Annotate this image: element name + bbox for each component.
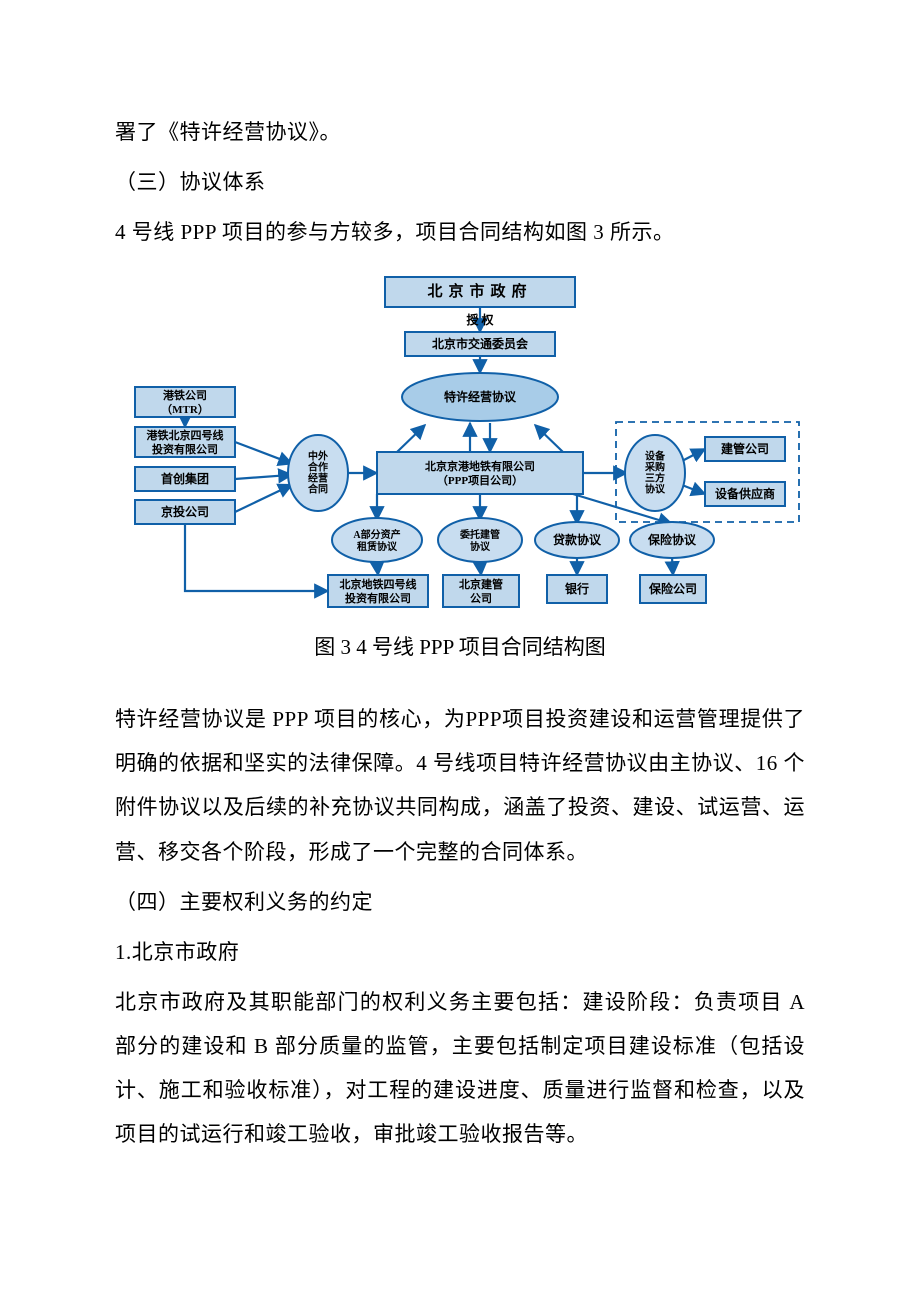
svg-text:投资有限公司: 投资有限公司 [345, 591, 411, 605]
svg-text:协议: 协议 [470, 540, 491, 553]
svg-text:银行: 银行 [565, 581, 589, 596]
section-heading: （四）主要权利义务的约定 [115, 880, 805, 924]
svg-text:（MTR）: （MTR） [161, 403, 209, 416]
figure-caption: 图 3 4 号线 PPP 项目合同结构图 [115, 631, 805, 661]
svg-text:三方: 三方 [645, 472, 665, 485]
paragraph: 北京市政府及其职能部门的权利义务主要包括：建设阶段：负责项目 A 部分的建设和 … [115, 980, 805, 1156]
svg-text:首创集团: 首创集团 [161, 471, 209, 486]
svg-text:保险协议: 保险协议 [647, 532, 697, 547]
svg-text:公司: 公司 [470, 592, 492, 605]
sub-heading: 1.北京市政府 [115, 930, 805, 974]
svg-text:租赁协议: 租赁协议 [357, 540, 398, 553]
svg-text:中外: 中外 [308, 450, 328, 463]
paragraph: 4 号线 PPP 项目的参与方较多，项目合同结构如图 3 所示。 [115, 210, 805, 254]
svg-text:合作: 合作 [307, 461, 328, 474]
paragraph: 特许经营协议是 PPP 项目的核心，为PPP项目投资建设和运营管理提供了明确的依… [115, 697, 805, 873]
svg-text:保险公司: 保险公司 [648, 581, 697, 596]
svg-text:协议: 协议 [645, 483, 666, 496]
svg-text:北京京港地铁有限公司: 北京京港地铁有限公司 [425, 459, 535, 473]
svg-text:北京市交通委员会: 北京市交通委员会 [432, 336, 529, 351]
flowchart-svg: 北京市政府授 权北京市交通委员会特许经营协议北京京港地铁有限公司（PPP项目公司… [115, 272, 805, 617]
svg-text:特许经营协议: 特许经营协议 [444, 389, 517, 404]
svg-text:港铁北京四号线: 港铁北京四号线 [147, 428, 224, 442]
svg-text:委托建管: 委托建管 [459, 528, 500, 541]
svg-text:北京地铁四号线: 北京地铁四号线 [340, 577, 417, 591]
svg-text:贷款协议: 贷款协议 [553, 532, 602, 547]
svg-text:合同: 合同 [307, 483, 328, 496]
svg-text:采购: 采购 [644, 461, 665, 474]
svg-text:设备供应商: 设备供应商 [715, 486, 775, 501]
svg-text:北京市政府: 北京市政府 [427, 282, 532, 300]
svg-text:A部分资产: A部分资产 [353, 528, 400, 541]
contract-structure-diagram: 北京市政府授 权北京市交通委员会特许经营协议北京京港地铁有限公司（PPP项目公司… [115, 272, 805, 617]
svg-text:京投公司: 京投公司 [161, 504, 209, 519]
svg-text:授 权: 授 权 [466, 312, 494, 327]
svg-text:经营: 经营 [308, 472, 328, 485]
svg-text:投资有限公司: 投资有限公司 [152, 442, 218, 456]
section-heading: （三）协议体系 [115, 160, 805, 204]
document-page: 署了《特许经营协议》。 （三）协议体系 4 号线 PPP 项目的参与方较多，项目… [0, 0, 920, 1302]
svg-text:建管公司: 建管公司 [720, 441, 769, 456]
svg-text:北京建管: 北京建管 [459, 577, 503, 591]
svg-text:（PPP项目公司）: （PPP项目公司） [437, 474, 523, 487]
svg-text:设备: 设备 [645, 450, 666, 463]
svg-text:港铁公司: 港铁公司 [163, 388, 207, 402]
paragraph: 署了《特许经营协议》。 [115, 110, 805, 154]
